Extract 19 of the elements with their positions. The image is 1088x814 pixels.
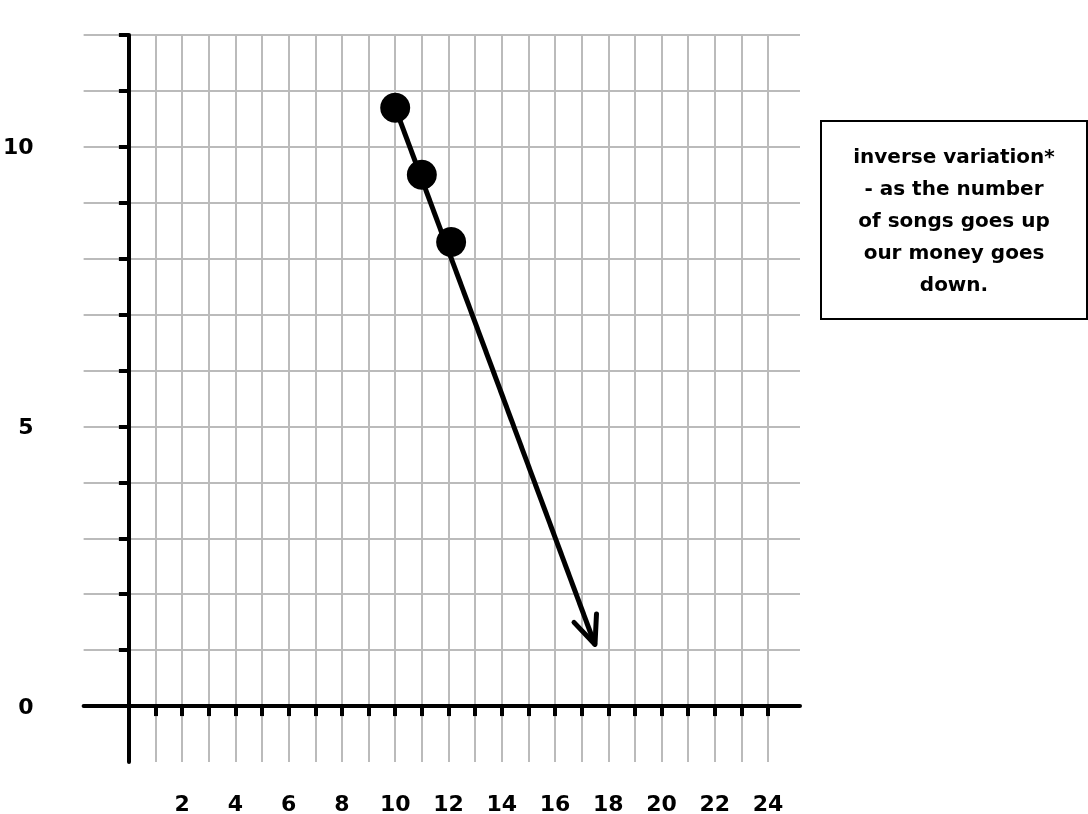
- point: [380, 92, 411, 123]
- x-tick-label: 12: [433, 790, 464, 814]
- text: inverse variation* - as the number of songs goes up our money goes down.: [820, 120, 1088, 320]
- point: [436, 226, 467, 257]
- x-tick-label: 6: [281, 790, 297, 814]
- x-tick-label: 14: [486, 790, 518, 814]
- x-tick-label: 8: [334, 790, 350, 814]
- x-tick-label: 18: [592, 790, 624, 814]
- x-tick-label: 4: [227, 790, 244, 814]
- x-tick-label: 24: [752, 790, 784, 814]
- y-tick-label: 5: [18, 413, 34, 439]
- x-tick-label: 16: [539, 790, 571, 814]
- x-tick-label: 22: [699, 790, 731, 814]
- x-tick-label: 10: [379, 790, 411, 814]
- point: [406, 159, 437, 190]
- x-tick-label: 20: [646, 790, 677, 814]
- y-tick-label: 0: [18, 693, 34, 719]
- y-tick-label: 10: [2, 134, 34, 160]
- x-tick-label: 2: [174, 790, 190, 814]
